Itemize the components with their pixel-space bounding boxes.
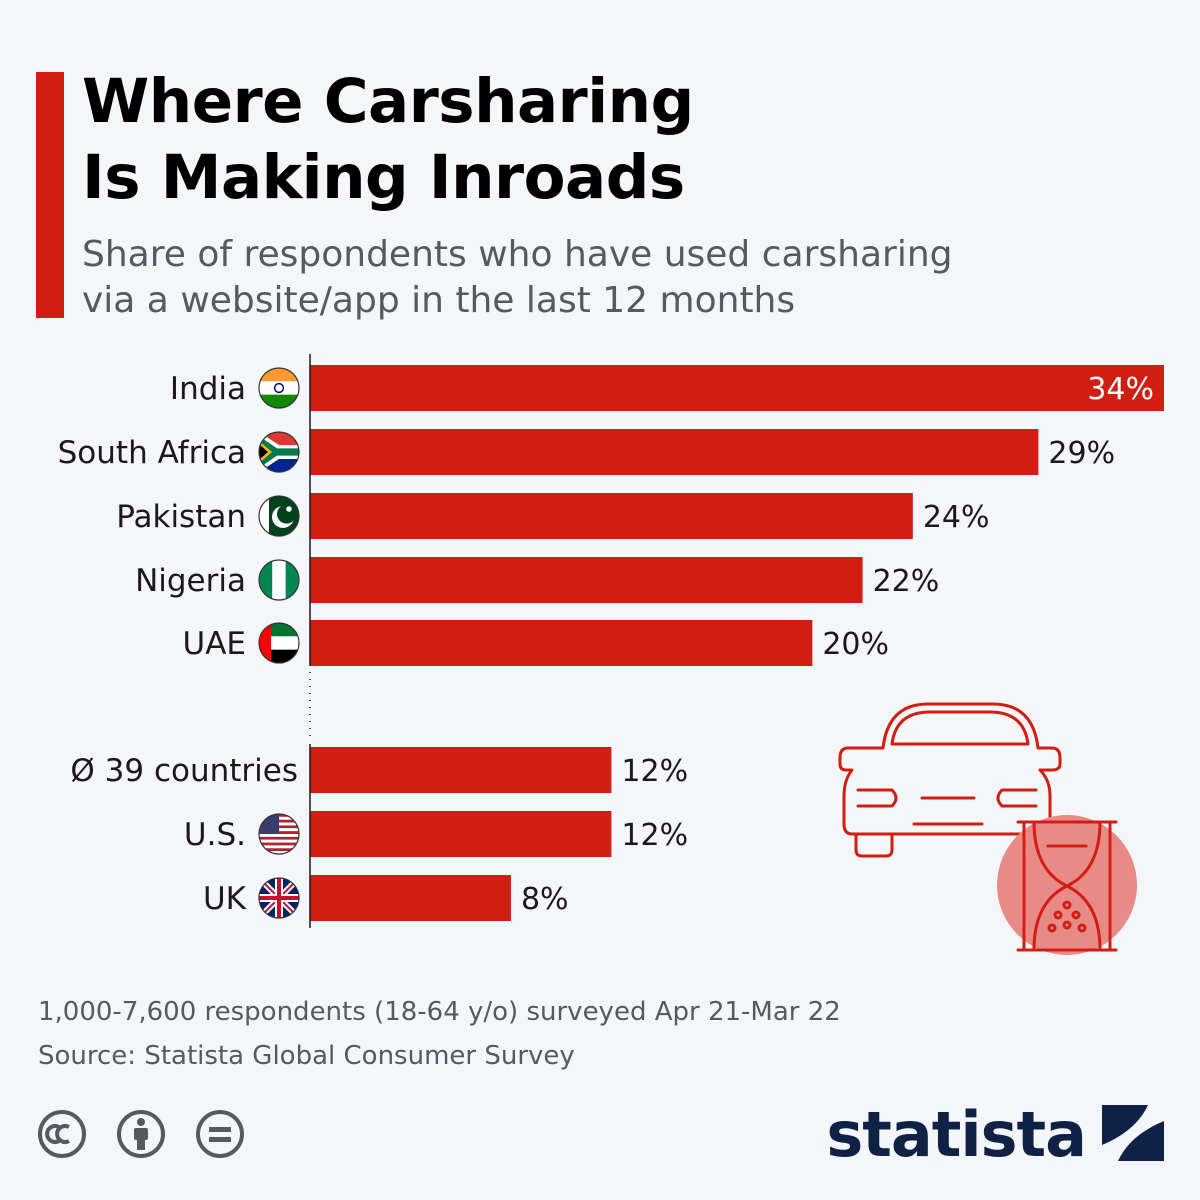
bar-2: [310, 493, 913, 539]
bar-chart: India 34% South Africa 29% Pakistan 24% Nigeri…: [58, 354, 1164, 928]
flag-outline-2: [258, 495, 300, 537]
footnote: 1,000-7,600 respondents (18-64 y/o) surv…: [38, 990, 841, 1078]
title-line-2: Is Making Inroads: [82, 142, 685, 213]
title-line-1: Where Carsharing: [82, 66, 694, 137]
value-label-2: 24%: [923, 500, 990, 535]
subtitle-line-2: via a website/app in the last 12 months: [82, 280, 796, 321]
value-label-0: 34%: [1087, 372, 1154, 407]
bar-0: [310, 365, 1164, 411]
license-icons: [38, 1110, 244, 1158]
statista-logo-text: statista: [826, 1098, 1087, 1171]
car-icon: [838, 702, 1062, 858]
attribution-icon[interactable]: [117, 1110, 165, 1158]
survey-note: 1,000-7,600 respondents (18-64 y/o) surv…: [38, 997, 841, 1027]
category-label-0: India: [170, 371, 246, 407]
flag-outline-7: [258, 877, 300, 919]
category-label-2: Pakistan: [116, 499, 246, 535]
flag-outline-3: [258, 559, 300, 601]
car-hourglass-illustration: [838, 702, 1137, 955]
bar-3: [310, 557, 863, 603]
usa-flag-icon: [259, 814, 299, 854]
flag-outline-6: [258, 813, 300, 855]
chart-title: Where Carsharing Is Making Inroads: [82, 64, 694, 216]
category-label-6: U.S.: [184, 817, 246, 853]
bar-6: [310, 811, 612, 857]
category-label-1: South Africa: [58, 435, 246, 471]
category-label-7: UK: [203, 881, 247, 917]
hourglass-icon: [1016, 820, 1118, 952]
statista-logo-icon: [1102, 1105, 1164, 1161]
category-label-3: Nigeria: [135, 563, 246, 599]
cc-icon[interactable]: [38, 1110, 86, 1158]
category-label-5: Ø 39 countries: [70, 753, 298, 789]
flag-outline-4: [258, 622, 300, 664]
value-label-1: 29%: [1048, 436, 1115, 471]
nigeria-flag-icon: [259, 560, 299, 600]
accent-bar: [36, 72, 64, 318]
subtitle-line-1: Share of respondents who have used carsh…: [82, 234, 953, 275]
bar-5: [310, 747, 612, 793]
category-label-4: UAE: [183, 626, 246, 662]
no-derivatives-icon[interactable]: [196, 1110, 244, 1158]
value-label-7: 8%: [521, 882, 569, 917]
bar-7: [310, 875, 511, 921]
bar-1: [310, 429, 1039, 475]
uk-flag-icon: [259, 878, 299, 918]
value-label-6: 12%: [621, 818, 688, 853]
chart-subtitle: Share of respondents who have used carsh…: [82, 232, 1082, 324]
value-label-3: 22%: [873, 564, 940, 599]
flag-outline-1: [258, 431, 300, 473]
flag-outline-0: [258, 367, 300, 409]
value-label-5: 12%: [621, 754, 688, 789]
india-flag-icon: [259, 368, 299, 408]
south-africa-flag-icon: [259, 432, 299, 472]
bar-4: [310, 620, 813, 666]
value-label-4: 20%: [822, 627, 889, 662]
pakistan-flag-icon: [259, 496, 299, 536]
source-note: Source: Statista Global Consumer Survey: [38, 1041, 575, 1071]
